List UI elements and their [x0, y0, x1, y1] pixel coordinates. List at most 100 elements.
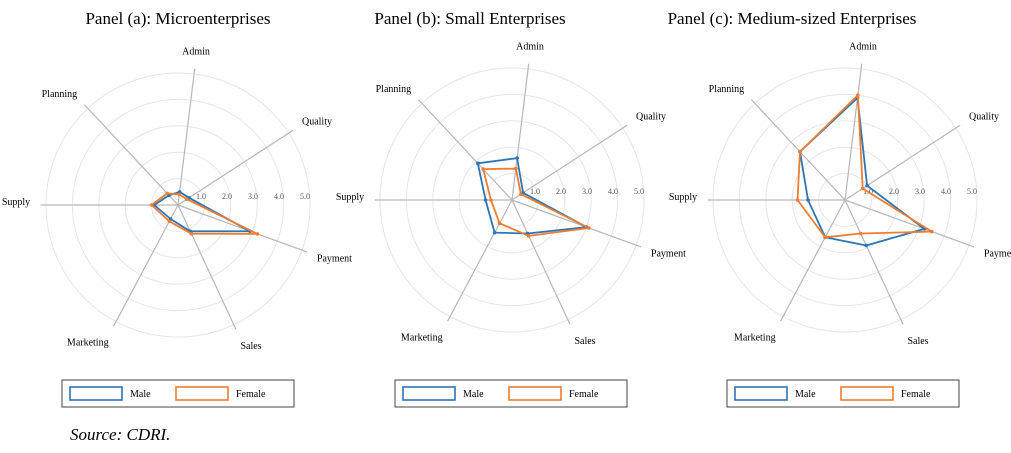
- tick-label: 5.0: [967, 187, 977, 196]
- axis-label: Sales: [907, 336, 928, 347]
- data-point-male: [865, 183, 869, 188]
- axis-label: Supply: [336, 192, 364, 203]
- data-point-male: [475, 161, 480, 166]
- data-point-female: [167, 219, 172, 224]
- axis-spoke: [780, 199, 846, 322]
- data-point-female: [587, 226, 591, 230]
- tick-label: 4.0: [274, 192, 284, 201]
- axis-label: Supply: [669, 192, 697, 203]
- tick-label: 1.0: [196, 192, 206, 201]
- data-point-male: [492, 230, 497, 235]
- series-line-male: [799, 96, 926, 247]
- tick-label: 3.0: [915, 187, 925, 196]
- tick-label: 1.0: [530, 187, 540, 196]
- tick-label: 3.0: [582, 187, 592, 196]
- data-point-female: [856, 93, 860, 97]
- axis-spoke: [511, 199, 642, 248]
- axis-spoke: [511, 199, 571, 325]
- source-note: Source: CDRI.: [70, 425, 171, 444]
- legend-swatch-female: [840, 386, 894, 401]
- series-line-female: [150, 192, 259, 235]
- data-point-male: [806, 198, 810, 202]
- axis-spoke: [177, 204, 237, 330]
- axis-spoke: [83, 104, 179, 206]
- tick-label: 3.0: [248, 192, 258, 201]
- axis-spoke: [511, 63, 530, 201]
- panel-title: Panel (c): Medium-sized Enterprises: [668, 9, 917, 28]
- axis-label: Admin: [182, 46, 210, 57]
- tick-label: 4.0: [941, 187, 951, 196]
- axis-label: Quality: [636, 111, 666, 122]
- panel-0: Panel (a): Microenterprises 1.0 2.0 3.0 4.0 5…: [2, 9, 352, 408]
- series-line-male: [153, 190, 251, 233]
- tick-label: 2.0: [556, 187, 566, 196]
- axis-spoke: [750, 99, 846, 201]
- axis-label: Sales: [574, 336, 595, 347]
- data-point-male: [177, 190, 182, 194]
- axis-spoke: [844, 199, 975, 248]
- legend-label-male: Male: [130, 389, 151, 400]
- data-point-female: [149, 203, 154, 207]
- legend-box: [726, 379, 960, 408]
- legend-box: [394, 379, 628, 408]
- series-line-male: [476, 157, 588, 235]
- data-point-female: [165, 191, 169, 196]
- data-point-female: [823, 235, 827, 240]
- legend-label-male: Male: [795, 389, 816, 400]
- data-point-female: [519, 192, 523, 197]
- panel-1: Panel (b): Small Enterprises 1.0 2.0 3.0 4.0…: [336, 9, 686, 408]
- axis-label: Quality: [969, 111, 999, 122]
- legend-swatch-male: [402, 386, 456, 401]
- data-point-male: [864, 243, 868, 248]
- data-point-female: [489, 198, 493, 202]
- legend-box: [61, 379, 295, 408]
- panel-title: Panel (b): Small Enterprises: [374, 9, 565, 28]
- data-point-female: [497, 221, 502, 226]
- legend-label-female: Female: [569, 389, 599, 400]
- axis-label: Admin: [849, 41, 877, 52]
- axis-spoke: [113, 204, 179, 327]
- series-line-female: [482, 167, 590, 237]
- data-point-male: [483, 198, 488, 202]
- axis-label: Admin: [516, 41, 544, 52]
- axis-spoke: [844, 199, 904, 325]
- tick-label: 2.0: [222, 192, 232, 201]
- data-point-female: [526, 234, 531, 238]
- data-point-female: [185, 197, 189, 202]
- axis-label: Marketing: [401, 333, 443, 344]
- tick-label: 2.0: [889, 187, 899, 196]
- data-point-female: [860, 186, 865, 191]
- data-point-female: [930, 229, 934, 234]
- legend-label-female: Female: [236, 389, 266, 400]
- axis-spoke: [417, 99, 513, 201]
- axis-label: Supply: [2, 197, 30, 208]
- legend-swatch-male: [734, 386, 788, 401]
- axis-spoke: [511, 124, 628, 201]
- tick-label: 5.0: [634, 187, 644, 196]
- tick-label: 5.0: [300, 192, 310, 201]
- data-point-female: [189, 231, 194, 236]
- axis-label: Quality: [302, 116, 332, 127]
- axis-spoke: [177, 204, 308, 253]
- legend-label-male: Male: [463, 389, 484, 400]
- axis-spoke: [177, 68, 196, 206]
- axis-label: Sales: [240, 341, 261, 352]
- axis-label: Marketing: [67, 338, 109, 349]
- legend-swatch-male: [69, 386, 123, 401]
- axis-spoke: [447, 199, 513, 322]
- panel-title: Panel (a): Microenterprises: [85, 9, 270, 28]
- data-point-female: [798, 149, 802, 154]
- axis-label: Planning: [42, 89, 78, 100]
- data-point-female: [255, 232, 260, 236]
- data-point-female: [481, 167, 485, 171]
- axis-label: Payment: [984, 249, 1011, 260]
- axis-label: Planning: [709, 84, 745, 95]
- data-point-female: [514, 166, 518, 171]
- axis-label: Marketing: [734, 333, 776, 344]
- axis-label: Payment: [651, 249, 686, 260]
- legend-label-female: Female: [901, 389, 931, 400]
- series-line-female: [796, 94, 933, 239]
- legend-swatch-female: [508, 386, 562, 401]
